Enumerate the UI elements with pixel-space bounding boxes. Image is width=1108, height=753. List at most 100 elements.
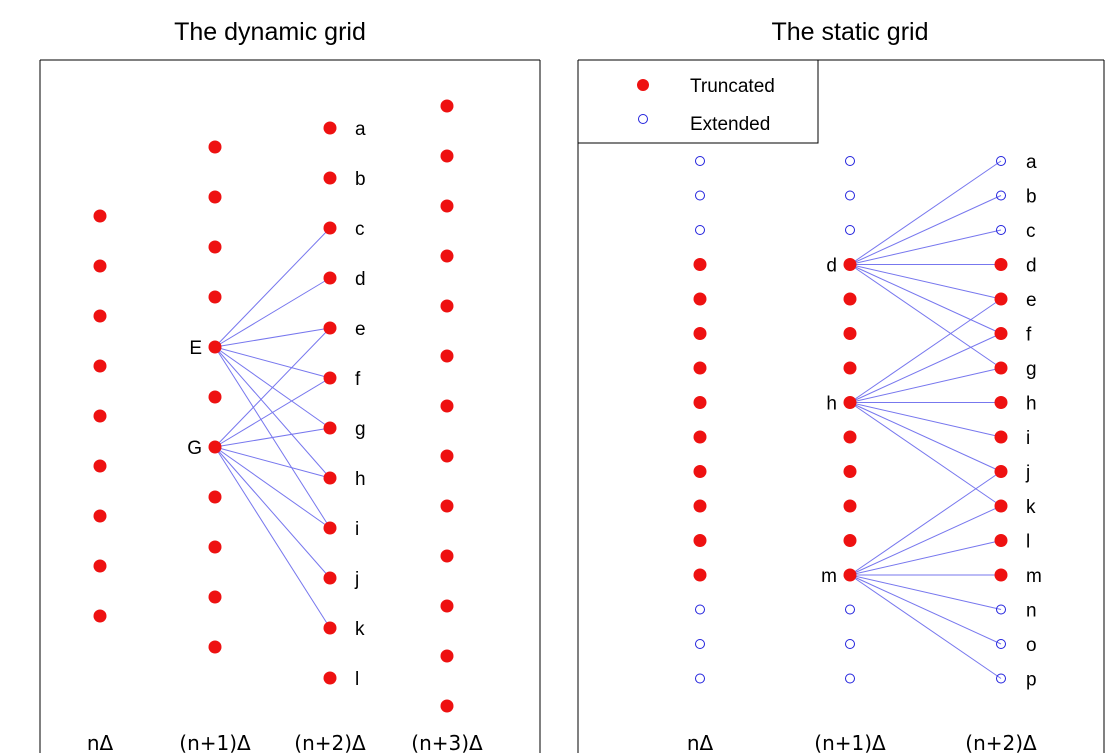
static-extended-point	[845, 604, 855, 615]
legend-extended-label: Extended	[690, 114, 770, 135]
dynamic-point-label-j: j	[354, 569, 359, 590]
dynamic-truncated-point	[93, 609, 107, 623]
static-extended-point	[845, 225, 855, 235]
static-truncated-point	[994, 292, 1008, 306]
static-extended-point	[695, 673, 705, 684]
static-connection-m-o	[849, 574, 1002, 645]
static-point-label-a: a	[1026, 152, 1037, 173]
dynamic-truncated-point	[440, 649, 454, 663]
dynamic-truncated-point	[208, 340, 222, 354]
dynamic-point-label-d: d	[355, 269, 366, 290]
dynamic-truncated-point	[440, 549, 454, 563]
dynamic-truncated-point	[208, 440, 222, 454]
static-point-label-m: m	[1026, 566, 1042, 587]
dynamic-point-label-a: a	[355, 119, 366, 140]
static-point-label-p: p	[1026, 670, 1037, 691]
dynamic-truncated-point	[323, 471, 337, 485]
static-connection-h-e	[849, 298, 1002, 403]
dynamic-point-label-g: g	[355, 419, 366, 440]
dynamic-point-label-b: b	[355, 169, 366, 190]
static-truncated-point	[843, 258, 857, 271]
static-extended-point	[845, 639, 855, 649]
dynamic-grid-connections	[214, 227, 331, 629]
static-grid-panel: The static grid Truncated Extended d h m ab…	[577, 18, 1105, 753]
static-point-label-h: h	[826, 394, 837, 415]
dynamic-truncated-point	[93, 409, 107, 423]
static-extended-point	[996, 225, 1006, 235]
dynamic-truncated-point	[440, 399, 454, 413]
static-connection-d-e	[849, 264, 1002, 300]
static-connection-h-i	[849, 402, 1002, 438]
static-point-label-o: o	[1026, 635, 1037, 656]
dynamic-connection-G-i	[214, 446, 331, 529]
static-point-label-e: e	[1026, 290, 1037, 311]
dynamic-point-label-k: k	[355, 619, 365, 640]
static-extended-point	[996, 639, 1006, 649]
static-point-label-n: n	[1026, 601, 1037, 622]
dynamic-truncated-point	[323, 221, 337, 235]
dynamic-truncated-point	[208, 540, 222, 554]
static-grid-title: The static grid	[771, 18, 928, 46]
dynamic-point-label-c: c	[355, 219, 365, 240]
static-truncated-point	[843, 465, 857, 478]
dynamic-point-label-E: E	[189, 338, 202, 359]
static-point-label-m: m	[821, 566, 837, 587]
dynamic-truncated-point	[93, 209, 107, 223]
static-extended-point	[695, 604, 705, 615]
static-truncated-point	[843, 396, 857, 409]
dynamic-truncated-point	[440, 199, 454, 213]
dynamic-point-label-G: G	[187, 438, 202, 459]
static-truncated-point	[693, 361, 707, 375]
static-truncated-point	[994, 327, 1008, 340]
dynamic-truncated-point	[323, 621, 337, 635]
dynamic-truncated-point	[323, 421, 337, 435]
static-truncated-point	[843, 534, 857, 547]
static-truncated-point	[693, 396, 707, 409]
dynamic-truncated-point	[323, 371, 337, 385]
static-connection-d-f	[849, 264, 1002, 334]
static-connection-d-a	[849, 160, 1002, 265]
static-connection-h-g	[849, 367, 1002, 403]
dynamic-truncated-point	[323, 121, 337, 135]
static-connection-d-c	[849, 229, 1002, 265]
static-truncated-point	[994, 430, 1008, 444]
dynamic-truncated-point	[440, 599, 454, 613]
static-point-label-j: j	[1025, 463, 1030, 484]
static-truncated-point	[994, 361, 1008, 375]
dynamic-truncated-point	[440, 149, 454, 163]
static-connection-m-k	[849, 505, 1002, 576]
dynamic-truncated-point	[440, 299, 454, 313]
dynamic-connection-E-f	[214, 346, 331, 379]
static-point-label-f: f	[1026, 325, 1032, 346]
dynamic-truncated-point	[323, 671, 337, 685]
legend: Truncated Extended	[578, 60, 819, 144]
static-extended-point	[695, 639, 705, 649]
static-extended-point	[845, 673, 855, 684]
axis-label-n: nΔ	[87, 731, 114, 753]
static-truncated-point	[693, 258, 707, 271]
dynamic-truncated-point	[323, 571, 337, 585]
static-point-label-c: c	[1026, 221, 1036, 242]
dynamic-truncated-point	[323, 271, 337, 285]
static-grid-frame	[577, 59, 1105, 753]
static-truncated-point	[994, 568, 1008, 582]
dynamic-truncated-point	[93, 509, 107, 523]
static-truncated-point	[693, 430, 707, 444]
static-truncated-point	[843, 292, 857, 306]
static-truncated-point	[994, 534, 1008, 547]
dynamic-truncated-point	[323, 521, 337, 535]
dynamic-truncated-point	[440, 499, 454, 513]
dynamic-point-label-h: h	[355, 469, 366, 490]
dynamic-truncated-point	[208, 640, 222, 654]
static-truncated-point	[994, 499, 1008, 513]
static-point-label-h: h	[1026, 394, 1037, 415]
static-connection-h-k	[849, 402, 1002, 507]
static-point-label-b: b	[1026, 187, 1037, 208]
dynamic-grid-panel: The dynamic grid E Ga b c d e f g h i j k l nΔ (n+1)…	[39, 18, 541, 753]
static-point-label-i: i	[1026, 428, 1030, 449]
dynamic-truncated-point	[440, 449, 454, 463]
static-point-label-g: g	[1026, 359, 1037, 380]
static-extended-point	[695, 156, 705, 166]
dynamic-point-label-e: e	[355, 319, 366, 340]
